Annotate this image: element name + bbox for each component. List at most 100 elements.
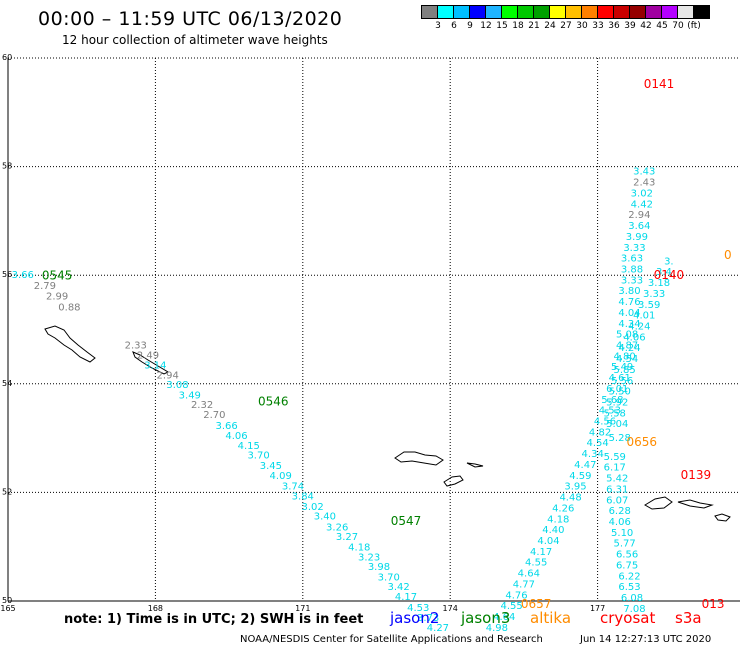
wave-height-value: 3.64 [628, 221, 650, 232]
wave-height-value: 3.70 [247, 451, 269, 462]
colorbar-label: 9 [467, 21, 473, 31]
wave-height-value: 3.99 [626, 232, 648, 243]
wave-height-value: 5.50 [609, 387, 631, 398]
colorbar-label: 36 [608, 21, 620, 31]
wave-height-value: 4.56 [594, 417, 616, 428]
wave-height-value: 4.18 [547, 514, 569, 525]
wave-height-value: 4.17 [530, 547, 552, 558]
wave-height-value: 6.07 [606, 495, 628, 506]
wave-height-value: 4.18 [348, 543, 370, 554]
wave-height-value: 2.49 [137, 350, 159, 361]
colorbar-label: (ft) [687, 21, 701, 31]
wave-height-value: 3.02 [631, 188, 653, 199]
wave-height-value: 3.4 [656, 267, 672, 278]
wave-height-colorbar [421, 5, 710, 19]
coastline-island-far-east [644, 496, 673, 510]
coastline-island-east-2 [466, 462, 484, 468]
wave-height-value: 6.75 [616, 560, 638, 571]
wave-height-value: 4.54 [586, 438, 608, 449]
colorbar-label: 30 [576, 21, 588, 31]
wave-height-value: 4.59 [569, 471, 591, 482]
colorbar-labels: 3 6 9 12 15 18 21 24 27 30 33 36 39 42 45 70 (ft) [422, 21, 740, 35]
wave-height-value: 4.27 [427, 623, 449, 634]
wave-height-value: 3.18 [648, 278, 670, 289]
wave-height-value: 4.24 [618, 343, 640, 354]
wave-height-value: 2.33 [125, 341, 147, 352]
wave-height-value: 4.53 [407, 603, 429, 614]
coastlines [44, 325, 731, 522]
wave-height-value: 4.82 [589, 427, 611, 438]
wave-height-value: 4.06 [609, 517, 631, 528]
wave-height-value: 5.42 [606, 474, 628, 485]
wave-height-value: 3.63 [621, 254, 643, 265]
colorbar-label: 42 [640, 21, 652, 31]
pass-time-label: 0547 [391, 514, 422, 528]
wave-height-value: 3.95 [564, 482, 586, 493]
wave-height-value: 4.61 [609, 373, 631, 384]
colorbar-label: 24 [544, 21, 556, 31]
longitude-label: 174 [443, 604, 458, 613]
wave-height-value: 3.43 [633, 167, 655, 178]
colorbar-label: 39 [624, 21, 636, 31]
wave-height-value: 3.49 [179, 390, 201, 401]
wave-height-value: 3.14 [144, 361, 166, 372]
wave-height-value: 3.59 [638, 300, 660, 311]
coastline-island-far-east-3 [714, 513, 731, 522]
wave-height-value: 5.04 [606, 419, 628, 430]
wave-height-value: 3.27 [336, 532, 358, 543]
wave-height-value: 4.54 [616, 354, 638, 365]
wave-height-value: 4.80 [613, 351, 635, 362]
wave-height-value: 5.68 [601, 395, 623, 406]
pass-time-label: 0 [724, 248, 732, 262]
wave-height-value: 3.88 [621, 264, 643, 275]
footer-note: note: 1) Time is in UTC; 2) SWH is in fe… [64, 612, 364, 627]
wave-height-value: 4.34 [582, 449, 604, 460]
wave-height-value: 4.55 [500, 601, 522, 612]
wave-height-value: 3.98 [368, 562, 390, 573]
wave-height-value: 2.94 [157, 370, 179, 381]
legend-jason2: jason2 [390, 609, 440, 627]
wave-height-value: 7.08 [623, 604, 645, 615]
colorbar-label: 3 [435, 21, 441, 31]
wave-height-value: 4.47 [574, 460, 596, 471]
wave-height-value: 4.17 [395, 592, 417, 603]
wave-height-value: 3.74 [282, 482, 304, 493]
wave-height-value: 5.58 [604, 408, 626, 419]
wave-height-value: 6.08 [621, 593, 643, 604]
pass-time-label: 0656 [627, 435, 658, 449]
wave-height-value: 6.56 [616, 550, 638, 561]
wave-height-value: 2.43 [633, 178, 655, 189]
colorbar-label: 18 [512, 21, 524, 31]
wave-height-value: 6.17 [604, 463, 626, 474]
pass-time-label: 013 [702, 597, 725, 611]
wave-height-value: 4.53 [599, 406, 621, 417]
wave-height-value: 4.01 [633, 311, 655, 322]
colorbar-label: 15 [496, 21, 508, 31]
colorbar-label: 12 [480, 21, 492, 31]
wave-height-value: 4.98 [486, 623, 508, 634]
wave-height-value: 3.70 [378, 572, 400, 583]
wave-height-value: 3.26 [326, 522, 348, 533]
pass-time-label: 0657 [521, 597, 552, 611]
latitude-label: 50 [2, 596, 12, 605]
wave-height-value: 2.32 [191, 400, 213, 411]
pass-time-label: 0545 [42, 269, 73, 283]
wave-height-value: 4.09 [270, 471, 292, 482]
coastline-island-west-2 [132, 351, 170, 375]
longitude-label: 168 [148, 604, 163, 613]
legend-altika: altika [530, 609, 572, 627]
colorbar-label: 21 [528, 21, 540, 31]
wave-height-value: 3.33 [623, 243, 645, 254]
pass-labels: 0545 0546 0547 0141 0140 0139 0656 0657 013 0 [42, 77, 732, 611]
wave-height-value: 4.48 [559, 493, 581, 504]
wave-height-value: 2.94 [628, 210, 650, 221]
wave-height-value: 4.76 [505, 590, 527, 601]
wave-height-value: 5.28 [609, 433, 631, 444]
pass-time-label: 0141 [644, 77, 675, 91]
colorbar-label: 70 [672, 21, 684, 31]
wave-height-value: 3.80 [618, 286, 640, 297]
wave-height-value: 3.08 [166, 380, 188, 391]
wave-height-value: 3.73 [417, 613, 439, 624]
